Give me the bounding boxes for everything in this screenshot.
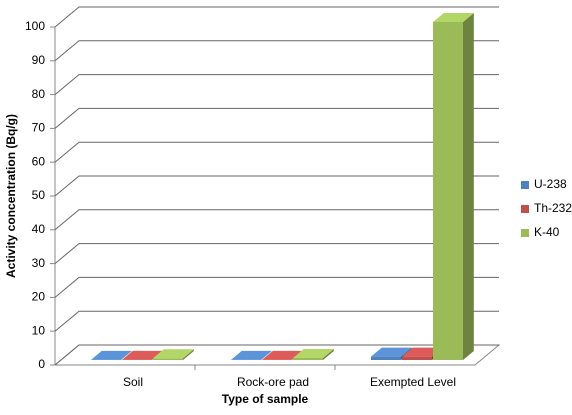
x-tick-label: Rock-ore pad — [237, 375, 309, 389]
y-tick-label: 20 — [32, 290, 46, 304]
y-tick-label: 100 — [25, 19, 45, 33]
legend-swatch — [521, 229, 529, 237]
y-axis-title: Activity concentration (Bq/g) — [4, 114, 18, 278]
bar — [371, 357, 401, 360]
legend-label: Th-232 — [534, 201, 572, 215]
y-tick-label: 40 — [32, 222, 46, 236]
grid-line — [55, 7, 499, 27]
y-tick-label: 0 — [38, 357, 45, 371]
legend-label: U-238 — [534, 177, 567, 191]
grid-line — [55, 142, 499, 162]
bar-side — [463, 13, 474, 360]
grid-line — [55, 75, 499, 95]
bar-top — [153, 349, 194, 358]
grid-line — [55, 41, 499, 61]
y-tick-label: 50 — [32, 188, 46, 202]
y-tick-label: 30 — [32, 256, 46, 270]
x-axis-title: Type of sample — [222, 392, 309, 406]
bar — [153, 358, 183, 360]
y-tick-label: 60 — [32, 154, 46, 168]
grid-line — [55, 311, 499, 331]
x-tick-label: Soil — [123, 375, 143, 389]
grid-line — [55, 210, 499, 230]
bar — [402, 357, 432, 360]
y-tick-label: 80 — [32, 87, 46, 101]
grid-line — [55, 176, 499, 196]
y-tick-label: 70 — [32, 121, 46, 135]
legend-label: K-40 — [534, 225, 560, 239]
bar — [433, 22, 463, 360]
grid-line — [55, 277, 499, 297]
x-tick-label: Exempted Level — [370, 375, 456, 389]
legend-swatch — [521, 205, 529, 213]
legend-swatch — [521, 181, 529, 189]
y-tick-label: 90 — [32, 53, 46, 67]
y-tick-label: 10 — [32, 323, 46, 337]
grid-line — [55, 244, 499, 264]
bar — [293, 358, 323, 360]
bar-top — [293, 349, 334, 358]
grid-line — [55, 108, 499, 128]
